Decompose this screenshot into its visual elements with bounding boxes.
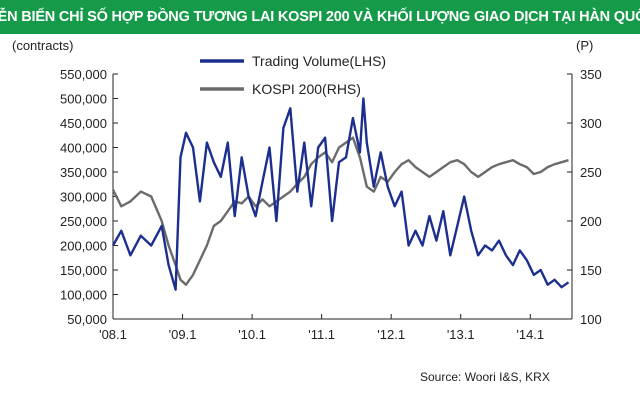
right-axis-ticks: 350 300 250 200 150 100 xyxy=(567,67,602,327)
left-tick-label: 500,000 xyxy=(60,92,107,107)
right-tick-label: 150 xyxy=(580,263,602,278)
left-tick-label: 100,000 xyxy=(60,288,107,303)
legend: Trading Volume(LHS) KOSPI 200(RHS) xyxy=(200,53,386,97)
series-line-trading-volume xyxy=(111,97,570,291)
x-tick-label: '13.1 xyxy=(447,327,475,342)
left-tick-label: 50,000 xyxy=(67,312,107,327)
left-tick-label: 350,000 xyxy=(60,165,107,180)
legend-label-kospi: KOSPI 200(RHS) xyxy=(252,81,361,97)
right-tick-label: 100 xyxy=(580,312,602,327)
right-tick-label: 300 xyxy=(580,116,602,131)
left-tick-label: 200,000 xyxy=(60,239,107,254)
x-tick-label: '11.1 xyxy=(308,327,335,342)
left-tick-label: 150,000 xyxy=(60,263,107,278)
right-tick-label: 350 xyxy=(580,67,602,82)
source-note: Source: Woori I&S, KRX xyxy=(420,370,550,384)
left-tick-label: 450,000 xyxy=(60,116,107,131)
banner-title: DIỄN BIẾN CHỈ SỐ HỢP ĐỒNG TƯƠNG LAI KOSP… xyxy=(0,9,640,25)
left-tick-label: 300,000 xyxy=(60,190,107,205)
left-tick-label: 250,000 xyxy=(60,214,107,229)
x-tick-label: '14.1 xyxy=(516,327,544,342)
x-tick-label: '10.1 xyxy=(238,327,266,342)
title-banner: DIỄN BIẾN CHỈ SỐ HỢP ĐỒNG TƯƠNG LAI KOSP… xyxy=(0,0,640,34)
right-unit-label: (P) xyxy=(576,38,593,53)
x-tick-label: '09.1 xyxy=(169,327,197,342)
x-tick-label: '12.1 xyxy=(377,327,405,342)
left-unit-label: (contracts) xyxy=(12,38,73,53)
right-tick-label: 200 xyxy=(580,214,602,229)
legend-label-volume: Trading Volume(LHS) xyxy=(252,53,386,69)
x-axis-ticks: '08.1 '09.1 '10.1 '11.1 '12.1 '13.1 '14.1 xyxy=(99,314,544,342)
right-tick-label: 250 xyxy=(580,165,602,180)
chart: (contracts) (P) 550,000 500,000 450,000 400… xyxy=(12,38,602,384)
x-tick-label: '08.1 xyxy=(99,327,127,342)
series-layer xyxy=(111,97,570,291)
left-axis-ticks: 550,000 500,000 450,000 400,000 350,000 300,0… xyxy=(60,67,118,327)
left-tick-label: 400,000 xyxy=(60,141,107,156)
left-tick-label: 550,000 xyxy=(60,67,107,82)
